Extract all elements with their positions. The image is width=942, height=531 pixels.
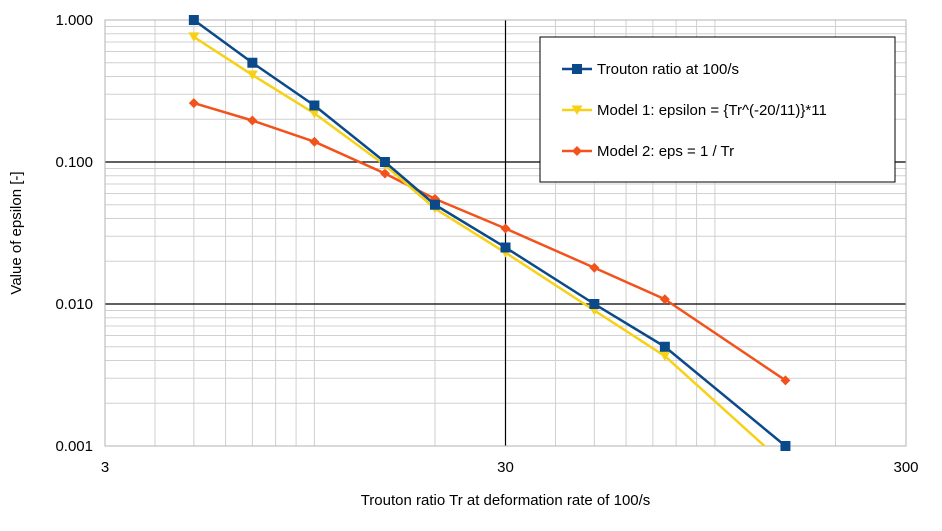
- series-point: [246, 70, 258, 80]
- series-point: [500, 223, 511, 234]
- series-point: [247, 57, 258, 68]
- series-point: [780, 375, 791, 386]
- y-tick-label: 0.001: [55, 438, 93, 455]
- series-point: [659, 351, 671, 362]
- x-axis-label: Trouton ratio Tr at deformation rate of …: [361, 492, 651, 509]
- series-3: [188, 98, 791, 386]
- series-point: [589, 299, 600, 309]
- y-tick-label: 0.100: [55, 154, 93, 171]
- series-point: [309, 136, 320, 147]
- legend-item: Trouton ratio at 100/s: [562, 61, 739, 78]
- x-tick-labels: 3 30 300: [101, 459, 919, 476]
- legend-item: Model 1: epsilon = {Tr^(-20/11)}*11: [562, 102, 827, 119]
- legend-label: Model 1: epsilon = {Tr^(-20/11)}*11: [597, 102, 827, 119]
- y-tick-label: 1.000: [55, 12, 93, 29]
- legend-label: Model 2: eps = 1 / Tr: [597, 143, 734, 160]
- legend-box: [539, 36, 896, 183]
- legend-swatch-marker: [572, 146, 582, 156]
- series-layer: [188, 15, 791, 451]
- legend-swatch-marker: [572, 64, 582, 74]
- plot-frame: [104, 19, 907, 447]
- x-tick-label: 3: [101, 459, 109, 476]
- series-point: [780, 441, 791, 451]
- legend-swatch-marker: [571, 105, 583, 115]
- series-point: [659, 294, 670, 305]
- series-point: [188, 15, 199, 25]
- series-point: [589, 262, 600, 273]
- series-point: [188, 98, 199, 109]
- y-tick-label: 0.010: [55, 296, 93, 313]
- series-point: [500, 242, 511, 253]
- series-point: [659, 341, 670, 352]
- legend-item: Model 2: eps = 1 / Tr: [562, 143, 734, 160]
- legend-label: Trouton ratio at 100/s: [597, 61, 739, 78]
- series-point: [308, 108, 320, 119]
- x-tick-label: 300: [893, 459, 918, 476]
- series-point: [429, 199, 440, 210]
- x-tick-label: 30: [497, 459, 514, 476]
- legend: Trouton ratio at 100/s Model 1: epsilon =…: [539, 36, 896, 183]
- series-point: [379, 157, 390, 167]
- series-point: [188, 32, 200, 42]
- series-point: [247, 115, 258, 126]
- series-1: [188, 15, 791, 451]
- series-point: [309, 100, 320, 111]
- y-tick-labels: 0.001 0.010 0.100 1.000: [55, 12, 93, 455]
- series-point: [379, 168, 390, 179]
- y-axis-label: Value of epsilon [-]: [8, 171, 25, 294]
